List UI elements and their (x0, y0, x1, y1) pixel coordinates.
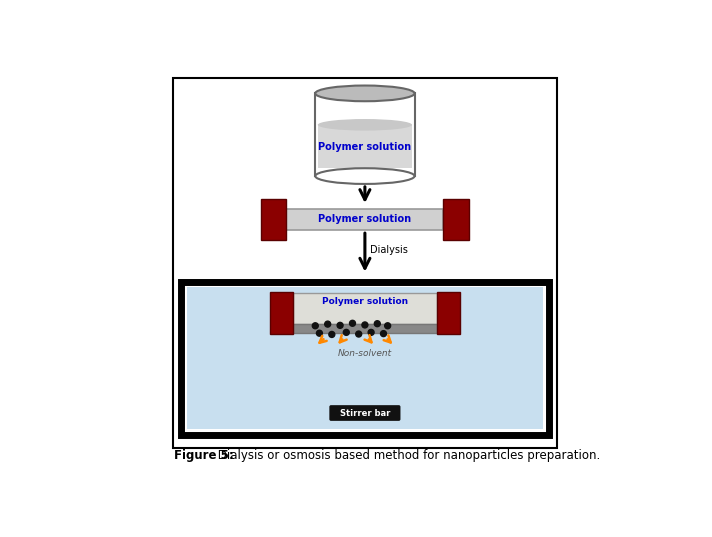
Bar (187, 287, 543, 429)
Bar (437, 292, 460, 333)
Text: Polymer solution: Polymer solution (322, 297, 408, 306)
Bar (261, 199, 286, 240)
Circle shape (368, 329, 374, 336)
Circle shape (316, 330, 323, 336)
Bar (270, 292, 293, 333)
Circle shape (384, 323, 391, 329)
Bar (315, 93, 414, 176)
Text: Non-solvent: Non-solvent (337, 350, 392, 358)
Circle shape (343, 329, 350, 336)
Circle shape (350, 320, 355, 326)
Text: Polymer solution: Polymer solution (318, 142, 412, 152)
Bar (444, 199, 469, 240)
Bar (293, 324, 437, 333)
Circle shape (313, 323, 318, 329)
Text: Dialysis or osmosis based method for nanoparticles preparation.: Dialysis or osmosis based method for nan… (214, 449, 600, 462)
Ellipse shape (315, 168, 414, 184)
FancyBboxPatch shape (330, 405, 400, 421)
Text: Stirrer bar: Stirrer bar (340, 409, 390, 417)
Circle shape (380, 331, 387, 337)
Circle shape (329, 331, 335, 337)
Bar (286, 209, 444, 230)
Text: Polymer solution: Polymer solution (318, 214, 412, 224)
Bar (181, 281, 549, 434)
Text: Dialysis: Dialysis (370, 245, 408, 255)
Circle shape (375, 321, 380, 326)
Bar (293, 293, 437, 324)
Ellipse shape (318, 119, 412, 130)
Text: Figure 5:: Figure 5: (174, 449, 234, 462)
Circle shape (362, 322, 368, 328)
Bar (318, 125, 412, 168)
Circle shape (356, 331, 362, 337)
Bar (172, 78, 557, 448)
Ellipse shape (315, 85, 414, 101)
Circle shape (325, 321, 330, 327)
Circle shape (337, 322, 343, 328)
